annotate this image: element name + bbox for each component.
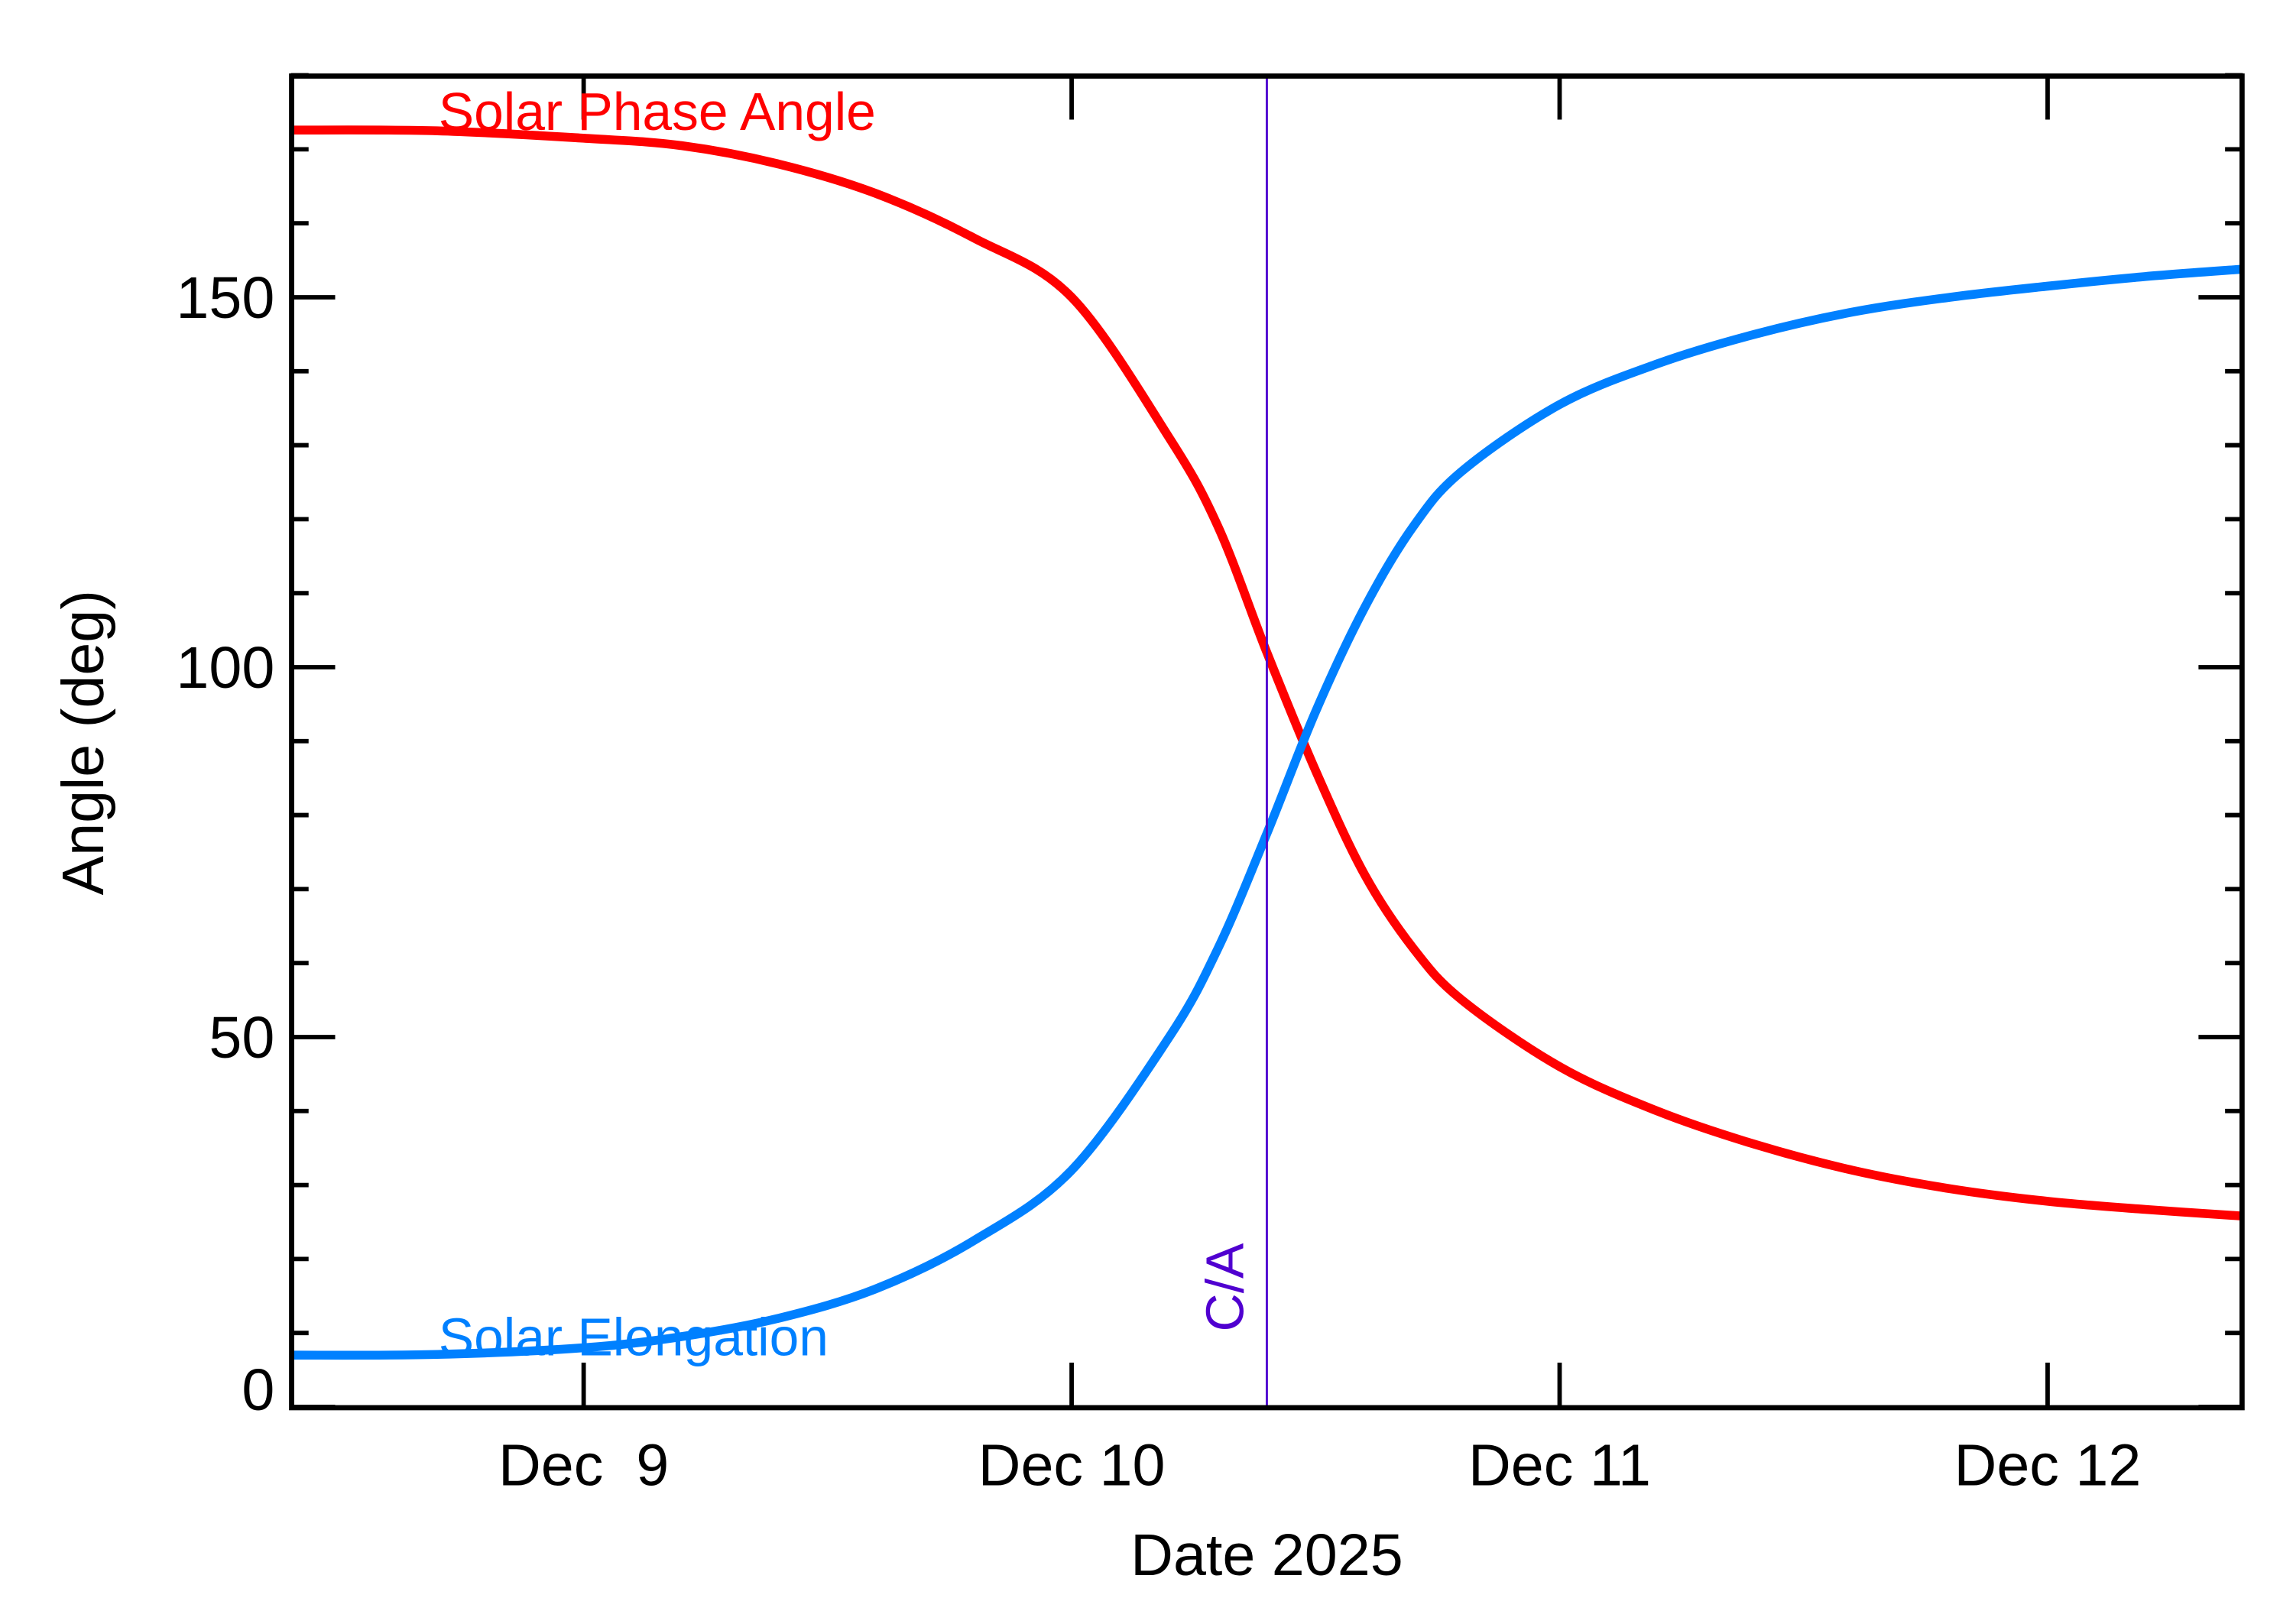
series-line-solar-elongation [290,264,2243,1360]
x-axis-title: Date 2025 [1130,1522,1403,1588]
series-label-solar-elongation: Solar Elongation [439,1307,829,1366]
series-label-solar-phase-angle: Solar Phase Angle [439,82,876,141]
tick-labels: 0 50 100 150 Dec 9 Dec 10 Dec 11 Dec 12 [176,265,2141,1498]
x-tick-label: Dec 10 [978,1432,1166,1498]
series-line-solar-phase-angle [290,125,2243,1221]
y-axis-title: Angle (deg) [50,590,116,895]
x-tick-label: Dec 12 [1954,1432,2142,1498]
x-tick-label: Dec 9 [498,1432,669,1498]
plot-frame [289,73,2245,1411]
y-tick-label: 50 [209,1005,274,1071]
ca-label: C/A [1195,1243,1255,1332]
y-tick-label: 0 [242,1357,274,1423]
series-lines [290,125,2243,1360]
y-tick-label: 150 [176,265,274,331]
y-tick-label: 100 [176,635,274,701]
x-tick-label: Dec 11 [1468,1432,1651,1498]
